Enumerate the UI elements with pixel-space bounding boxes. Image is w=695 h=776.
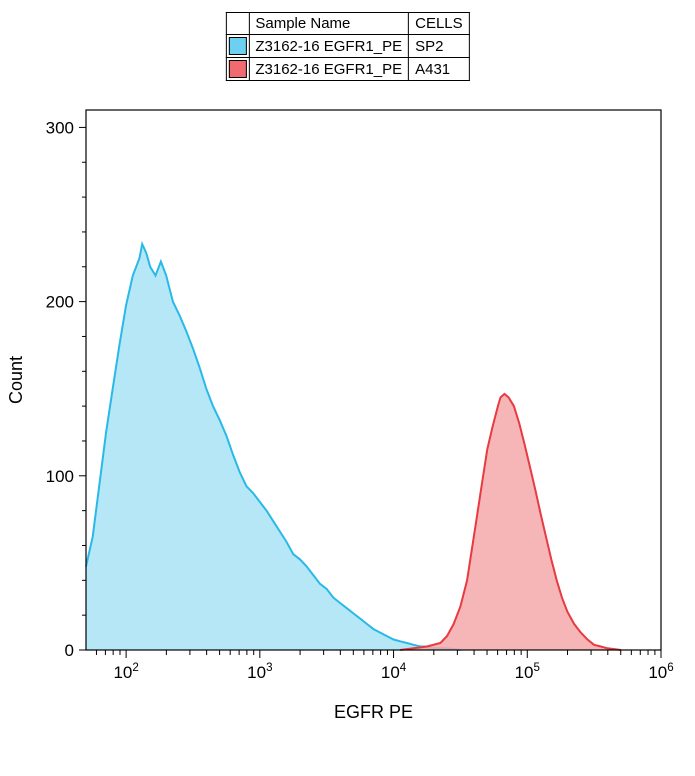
svg-text:300: 300 [46, 118, 74, 137]
legend-sample-1: Z3162-16 EGFR1_PE [249, 58, 409, 81]
legend-header-row: Sample Name CELLS [226, 13, 469, 35]
legend-table: Sample Name CELLS Z3162-16 EGFR1_PE SP2 … [225, 12, 469, 81]
legend-swatch-0 [226, 35, 249, 58]
legend-cells-0: SP2 [409, 35, 470, 58]
svg-text:100: 100 [46, 467, 74, 486]
legend-cells-1: A431 [409, 58, 470, 81]
svg-text:0: 0 [65, 641, 74, 660]
legend-sample-0: Z3162-16 EGFR1_PE [249, 35, 409, 58]
legend-header-cells: CELLS [409, 13, 470, 35]
svg-text:103: 103 [247, 662, 272, 682]
legend-row-0: Z3162-16 EGFR1_PE SP2 [226, 35, 469, 58]
legend-header-swatch [226, 13, 249, 35]
svg-text:EGFR PE: EGFR PE [334, 702, 413, 722]
legend-header-sample: Sample Name [249, 13, 409, 35]
svg-text:106: 106 [648, 662, 673, 682]
chart-svg: 0 100 200 300 Count 102 103 104 105 106 EGFR PE [0, 100, 695, 760]
flow-cytometry-histogram: 0 100 200 300 Count 102 103 104 105 106 EGFR PE [0, 100, 695, 760]
svg-text:104: 104 [381, 662, 407, 682]
svg-text:Count: Count [6, 356, 26, 404]
svg-text:200: 200 [46, 293, 74, 312]
svg-text:102: 102 [113, 662, 138, 682]
svg-text:105: 105 [515, 662, 540, 682]
legend-swatch-1 [226, 58, 249, 81]
legend-row-1: Z3162-16 EGFR1_PE A431 [226, 58, 469, 81]
